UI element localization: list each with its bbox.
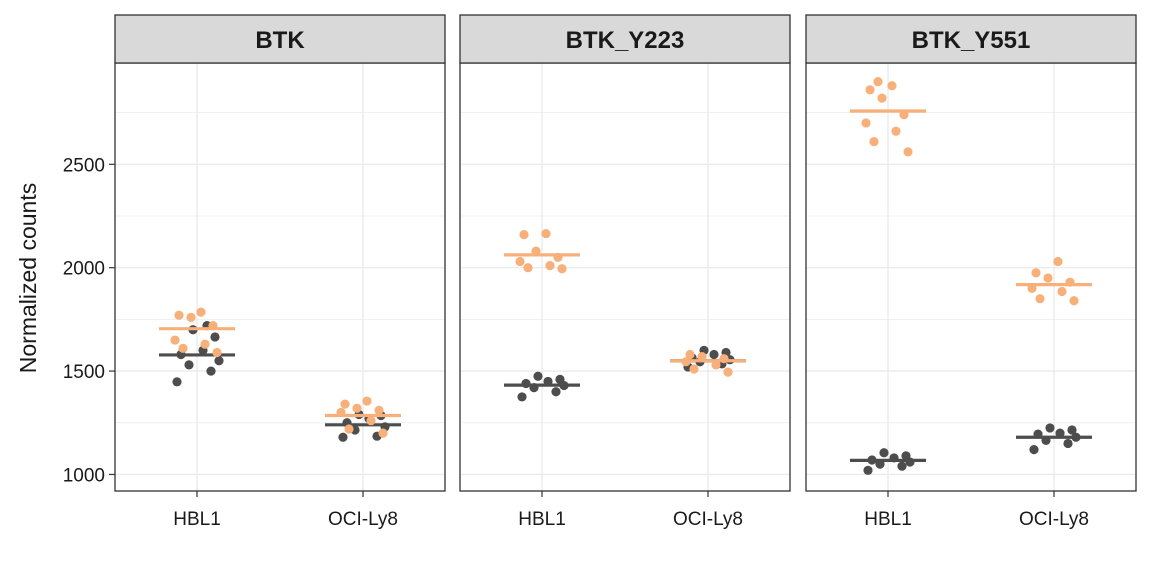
facet-strip	[459, 14, 791, 64]
x-tick-label: HBL1	[173, 509, 221, 530]
point-group	[850, 77, 926, 157]
data-point	[685, 349, 695, 360]
data-point	[709, 349, 719, 360]
point-group	[1016, 256, 1092, 306]
data-point	[374, 405, 384, 415]
data-point	[697, 352, 707, 362]
x-tick-label: HBL1	[864, 509, 912, 530]
data-point	[865, 85, 875, 95]
data-point	[897, 461, 907, 471]
data-point	[1069, 296, 1079, 306]
facet-strip	[114, 14, 446, 64]
data-point	[515, 256, 525, 267]
data-point	[1029, 445, 1039, 455]
data-point	[344, 424, 354, 434]
point-group	[504, 228, 580, 274]
panel-background	[806, 63, 1136, 491]
data-point	[214, 356, 224, 366]
data-point	[1053, 256, 1063, 267]
y-tick-label: 1000	[63, 465, 105, 486]
data-point	[170, 335, 180, 345]
x-tick-label: OCI-Ly8	[328, 509, 398, 530]
data-point	[196, 307, 206, 317]
data-point	[1057, 286, 1067, 297]
data-point	[210, 332, 220, 342]
data-point	[873, 77, 883, 87]
facet-strip	[805, 14, 1137, 64]
point-group	[670, 349, 746, 377]
data-point	[541, 228, 551, 239]
data-point	[689, 364, 699, 374]
facet-title: BTK_Y223	[566, 27, 685, 54]
point-group	[159, 307, 235, 358]
data-point	[1031, 268, 1041, 278]
data-point	[378, 428, 388, 438]
data-point	[533, 371, 543, 381]
data-point	[1035, 294, 1045, 304]
gridlines	[806, 63, 1136, 491]
data-point	[366, 416, 376, 426]
data-point	[1045, 423, 1055, 433]
data-point	[200, 339, 210, 349]
gridlines	[460, 63, 790, 491]
facet-title: BTK	[255, 27, 305, 54]
x-tick-label: OCI-Ly8	[673, 509, 743, 530]
data-point	[903, 147, 913, 157]
facet-panel: BTK HBL1 OCI-Ly8	[114, 14, 446, 530]
data-point	[877, 93, 887, 103]
data-point	[172, 377, 182, 387]
point-group	[504, 371, 580, 402]
panel-background	[115, 63, 445, 491]
data-point	[545, 261, 555, 271]
y-axis: 1000 1500 2000 2500	[63, 155, 115, 486]
x-tick-label: HBL1	[518, 509, 566, 530]
data-point	[1067, 425, 1077, 435]
data-point	[1063, 438, 1073, 449]
data-point	[861, 118, 871, 128]
data-point	[178, 343, 188, 353]
data-point	[186, 312, 196, 322]
data-point	[1055, 428, 1065, 438]
gridlines	[115, 63, 445, 491]
data-point	[519, 230, 529, 240]
data-point	[523, 263, 533, 273]
data-point	[362, 396, 372, 406]
facet-panel: BTK_Y551 HBL1 OCI-Ly8	[805, 14, 1137, 530]
x-tick-label: OCI-Ly8	[1019, 509, 1089, 530]
data-point	[901, 451, 911, 461]
y-axis-title: Normalized counts	[15, 183, 41, 373]
point-group	[325, 396, 401, 438]
data-point	[174, 310, 184, 320]
data-point	[887, 81, 897, 91]
data-point	[206, 366, 216, 376]
data-point	[891, 126, 901, 136]
data-point	[863, 465, 873, 475]
data-point	[352, 403, 362, 413]
y-tick-label: 2500	[63, 155, 105, 176]
data-point	[555, 374, 565, 384]
data-point	[869, 136, 879, 147]
data-point	[551, 387, 561, 397]
data-point	[723, 367, 733, 377]
facet-panel: BTK_Y223 HBL1 OCI-Ly8	[459, 14, 791, 530]
data-point	[212, 347, 222, 358]
data-point	[879, 448, 889, 458]
data-point	[517, 392, 527, 402]
data-point	[1043, 273, 1053, 283]
point-group	[1016, 423, 1092, 455]
panel-background	[460, 63, 790, 491]
data-point	[711, 360, 721, 370]
y-tick-label: 1500	[63, 362, 105, 383]
data-point	[184, 360, 194, 370]
data-point	[557, 264, 567, 274]
facet-title: BTK_Y551	[912, 27, 1031, 54]
y-tick-label: 2000	[63, 259, 105, 280]
data-point	[338, 432, 348, 442]
point-group	[850, 448, 926, 475]
data-point	[340, 399, 350, 409]
